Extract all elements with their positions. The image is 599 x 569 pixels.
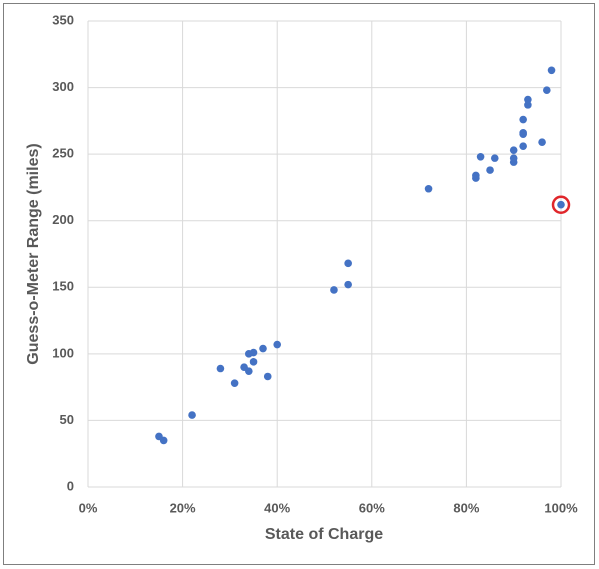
point: [519, 115, 527, 124]
point: [249, 358, 258, 366]
point: [159, 436, 168, 445]
highlight-ring: [551, 195, 571, 214]
x-tick-label: 80%: [453, 500, 479, 515]
y-tick-label: 300: [52, 79, 74, 94]
y-tick-label: 0: [67, 478, 74, 493]
point: [245, 367, 253, 375]
y-tick-label: 250: [52, 146, 74, 161]
point: [344, 259, 352, 268]
point: [519, 130, 527, 138]
point: [249, 348, 258, 357]
point: [524, 101, 532, 109]
x-tick-label: 60%: [359, 500, 385, 515]
point: [259, 344, 267, 353]
y-tick-label: 100: [52, 345, 74, 360]
y-tick-label: 350: [52, 12, 74, 27]
x-tick-label: 0%: [79, 500, 98, 515]
point: [344, 280, 352, 289]
point: [538, 138, 546, 146]
x-axis-title: State of Charge: [265, 526, 383, 543]
point: [547, 66, 556, 75]
point: [509, 158, 518, 166]
point: [472, 174, 480, 182]
point: [476, 153, 485, 161]
point: [424, 184, 433, 193]
y-axis-title: Guess-o-Meter Range (miles): [25, 143, 42, 364]
y-tick-label: 200: [52, 212, 74, 227]
chart-border: [3, 3, 595, 565]
point: [557, 200, 565, 209]
point: [188, 411, 196, 419]
point: [273, 340, 282, 349]
point: [519, 142, 527, 150]
point: [486, 166, 494, 174]
x-tick-label: 40%: [264, 500, 290, 515]
point: [216, 364, 225, 373]
point: [524, 95, 532, 104]
x-tick-label: 20%: [170, 500, 196, 515]
y-tick-label: 50: [60, 412, 74, 427]
point: [263, 372, 272, 381]
y-tick-label: 150: [52, 279, 74, 294]
point: [543, 86, 551, 95]
point: [509, 146, 518, 154]
point: [330, 286, 338, 294]
x-tick-label: 100%: [544, 500, 578, 515]
point: [490, 154, 499, 162]
point: [230, 379, 239, 387]
